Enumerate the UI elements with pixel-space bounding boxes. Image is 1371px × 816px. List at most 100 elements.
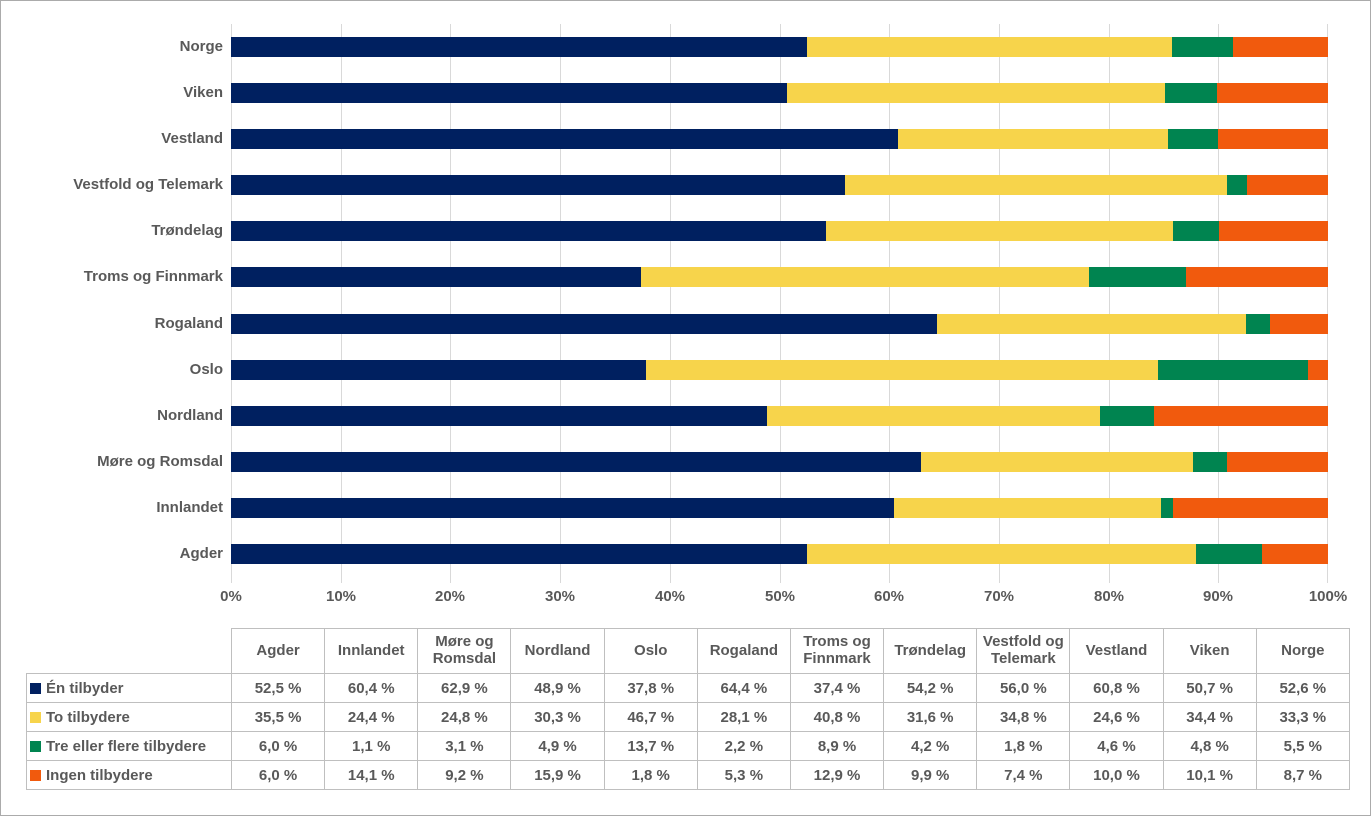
y-axis-category-label: Innlandet [156, 499, 223, 516]
bar-segment-ingen-tilbydere [1247, 175, 1328, 195]
x-axis-tick-label: 100% [1308, 588, 1348, 605]
gridline [450, 24, 451, 577]
gridline [670, 24, 671, 577]
bar-segment-ingen-tilbydere [1308, 360, 1328, 380]
y-axis-category-label: Oslo [189, 361, 223, 378]
axis-tick [1327, 577, 1328, 583]
bar-segment-ingen-tilbydere [1218, 129, 1328, 149]
bar-segment-n-tilbyder [231, 175, 845, 195]
y-axis-category-label: Viken [183, 84, 223, 101]
y-axis-category-label: Trøndelag [151, 222, 223, 239]
table-row: To tilbydere 35,5 % 24,4 % 24,8 % 30,3 % 46,7… [26, 702, 1350, 732]
bar-segment-to-tilbydere [937, 314, 1246, 334]
bar-segment-ingen-tilbydere [1233, 37, 1328, 57]
table-header-row: Agder Innlandet Møre og Romsdal Nordland Osl… [26, 628, 1350, 674]
gridline [231, 24, 232, 577]
bar-row [231, 452, 1328, 472]
table-row: Tre eller flere tilbydere 6,0 % 1,1 % 3,1 %… [26, 731, 1350, 761]
bar-segment-ingen-tilbydere [1219, 221, 1328, 241]
table-value-cell: 12,9 % [789, 760, 885, 790]
table-column-header-agder: Agder [230, 628, 326, 674]
legend-swatch-icon [30, 711, 41, 723]
table-column-header-vestfold-og-telemark: Vestfold og Telemark [976, 628, 1071, 674]
table-column-header-norge: Norge [1255, 628, 1350, 674]
table-column-header-m-re-og-romsdal: Møre og Romsdal [417, 628, 512, 674]
y-axis-category-label: Troms og Finnmark [83, 268, 223, 285]
table-value-cell: 24,6 % [1069, 702, 1164, 732]
x-axis-tick-label: 60% [873, 588, 905, 605]
table-column-header-viken: Viken [1162, 628, 1257, 674]
bar-segment-tre-eller-flere-tilbydere [1100, 406, 1154, 426]
bar-segment-ingen-tilbydere [1217, 83, 1328, 103]
legend-swatch-icon [30, 769, 41, 781]
table-value-cell: 62,9 % [417, 673, 512, 703]
axis-tick [670, 577, 671, 583]
bar-row [231, 83, 1328, 103]
bar-segment-tre-eller-flere-tilbydere [1193, 452, 1227, 472]
axis-tick [1109, 577, 1110, 583]
table-value-cell: 7,4 % [976, 760, 1071, 790]
table-column-header-nordland: Nordland [510, 628, 605, 674]
bar-segment-to-tilbydere [787, 83, 1165, 103]
table-value-cell: 1,8 % [976, 731, 1071, 761]
bar-segment-n-tilbyder [231, 452, 921, 472]
table-column-header-troms-og-finnmark: Troms og Finnmark [789, 628, 885, 674]
x-axis-tick-label: 40% [654, 588, 686, 605]
bar-row [231, 360, 1328, 380]
bar-segment-n-tilbyder [231, 314, 937, 334]
x-axis-tick-label: 70% [983, 588, 1015, 605]
table-value-cell: 60,4 % [324, 673, 419, 703]
gridline [889, 24, 890, 577]
y-axis-category-label: Nordland [157, 407, 223, 424]
bar-segment-ingen-tilbydere [1227, 452, 1328, 472]
bar-segment-tre-eller-flere-tilbydere [1168, 129, 1218, 149]
table-column-header-vestland: Vestland [1069, 628, 1164, 674]
axis-tick [999, 577, 1000, 583]
table-value-cell: 13,7 % [603, 731, 698, 761]
table-value-cell: 15,9 % [510, 760, 605, 790]
bar-segment-n-tilbyder [231, 129, 898, 149]
axis-tick [560, 577, 561, 583]
bar-segment-n-tilbyder [231, 498, 894, 518]
gridline [560, 24, 561, 577]
table-value-cell: 6,0 % [230, 731, 326, 761]
bar-row [231, 129, 1328, 149]
y-axis-category-label: Møre og Romsdal [97, 453, 223, 470]
table-value-cell: 24,8 % [417, 702, 512, 732]
table-value-cell: 52,6 % [1255, 673, 1350, 703]
legend-swatch-icon [30, 682, 41, 694]
table-value-cell: 6,0 % [230, 760, 326, 790]
bar-segment-n-tilbyder [231, 267, 641, 287]
table-value-cell: 48,9 % [510, 673, 605, 703]
bar-row [231, 498, 1328, 518]
gridline [341, 24, 342, 577]
gridline [1327, 24, 1328, 577]
table-value-cell: 33,3 % [1255, 702, 1350, 732]
table-value-cell: 52,5 % [230, 673, 326, 703]
data-table: Agder Innlandet Møre og Romsdal Nordland Osl… [26, 628, 1350, 790]
axis-tick [1218, 577, 1219, 583]
bar-segment-to-tilbydere [826, 221, 1173, 241]
bar-row [231, 544, 1328, 564]
table-value-cell: 2,2 % [696, 731, 791, 761]
table-value-cell: 9,9 % [883, 760, 978, 790]
bar-segment-tre-eller-flere-tilbydere [1173, 221, 1219, 241]
table-column-header-rogaland: Rogaland [696, 628, 791, 674]
table-value-cell: 56,0 % [976, 673, 1071, 703]
table-corner-cell [26, 628, 232, 674]
table-value-cell: 3,1 % [417, 731, 512, 761]
y-axis-category-label: Norge [179, 38, 223, 55]
bar-segment-tre-eller-flere-tilbydere [1172, 37, 1233, 57]
y-axis-category-label: Vestfold og Telemark [73, 176, 223, 193]
table-value-cell: 37,8 % [603, 673, 698, 703]
bar-segment-to-tilbydere [921, 452, 1193, 472]
x-axis-tick-label: 50% [764, 588, 796, 605]
axis-tick [341, 577, 342, 583]
x-axis-tick-label: 10% [325, 588, 357, 605]
legend-label: To tilbydere [46, 708, 130, 726]
bar-segment-tre-eller-flere-tilbydere [1158, 360, 1308, 380]
bar-segment-to-tilbydere [894, 498, 1161, 518]
table-row: Én tilbyder 52,5 % 60,4 % 62,9 % 48,9 % 37,8 … [26, 673, 1350, 703]
table-value-cell: 5,3 % [696, 760, 791, 790]
